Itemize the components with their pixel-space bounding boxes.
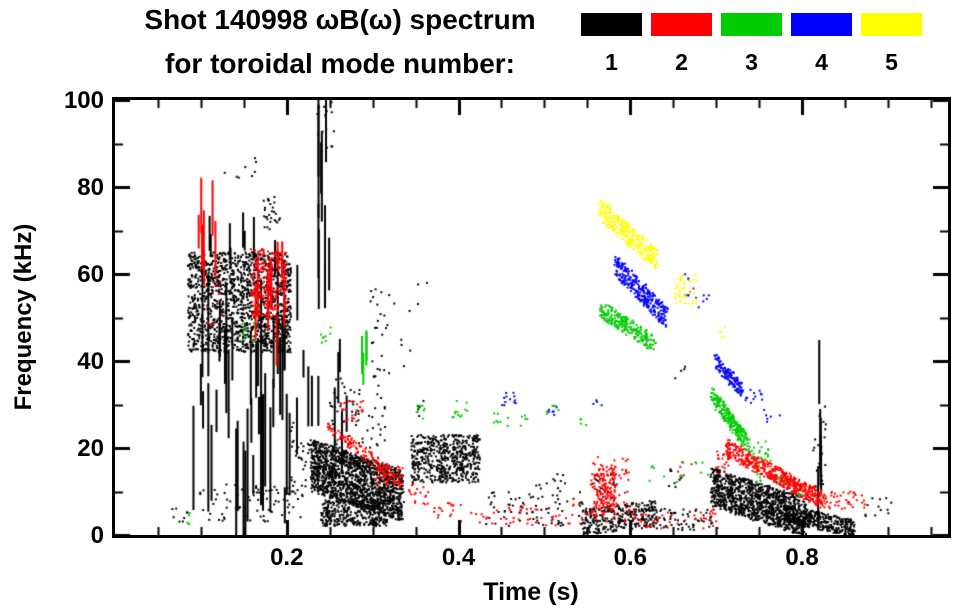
- chart-title: Shot 140998 ωB(ω) spectrum: [144, 4, 536, 35]
- x-axis-title: Time (s): [483, 578, 579, 606]
- legend-swatch-mode-1: [581, 13, 642, 36]
- y-tick-label: 100: [63, 87, 104, 114]
- legend-swatch-mode-4: [791, 13, 852, 36]
- legend-item-mode-1: 1: [581, 13, 642, 74]
- legend-swatch-mode-2: [651, 13, 712, 36]
- y-tick-label: 40: [77, 348, 104, 375]
- legend-swatch-mode-5: [861, 13, 922, 36]
- legend: 1 2 3 4 5: [581, 13, 922, 74]
- plot-area: [112, 97, 951, 538]
- legend-label-mode-2: 2: [675, 49, 688, 75]
- legend-item-mode-4: 4: [791, 13, 852, 74]
- legend-label-mode-5: 5: [885, 49, 898, 75]
- y-tick-label: 60: [77, 261, 104, 288]
- chart-subtitle: for toroidal mode number:: [165, 48, 515, 79]
- y-tick-label: 0: [90, 522, 104, 549]
- legend-item-mode-3: 3: [721, 13, 782, 74]
- legend-label-mode-4: 4: [815, 49, 828, 75]
- legend-item-mode-2: 2: [651, 13, 712, 74]
- x-tick-label: 0.6: [613, 544, 647, 571]
- y-axis-title: Frequency (kHz): [10, 223, 37, 411]
- x-tick-label: 0.4: [441, 544, 476, 571]
- legend-label-mode-1: 1: [605, 49, 618, 75]
- legend-item-mode-5: 5: [861, 13, 922, 74]
- legend-swatch-mode-3: [721, 13, 782, 36]
- x-tick-label: 0.2: [270, 544, 304, 571]
- legend-label-mode-3: 3: [745, 49, 758, 75]
- spectrum-canvas: [115, 100, 948, 535]
- x-tick-label: 0.8: [785, 544, 819, 571]
- y-tick-label: 20: [77, 435, 104, 462]
- y-tick-label: 80: [77, 174, 104, 201]
